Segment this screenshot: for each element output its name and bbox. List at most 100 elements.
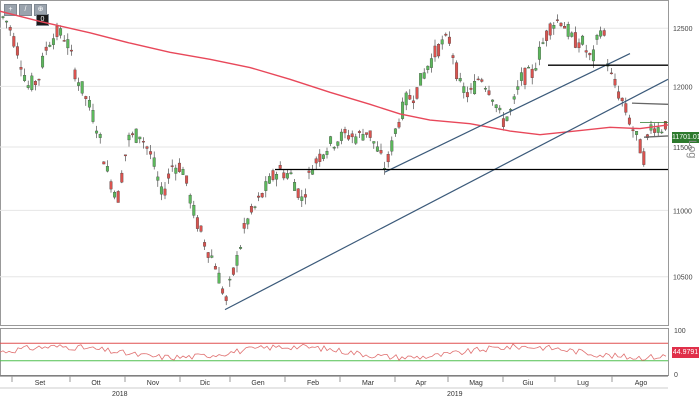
candle-down [588, 53, 592, 56]
candle-down [163, 188, 167, 196]
rsi-tick-label: 0 [674, 372, 678, 379]
candle-down [69, 49, 73, 52]
candle-down [271, 170, 275, 180]
rsi-panel-frame [0, 328, 669, 376]
candle-down [116, 191, 120, 203]
trend-from-mar-line [384, 52, 631, 173]
candle-down [167, 173, 171, 179]
candle-up [156, 176, 160, 181]
candle-down [177, 162, 181, 172]
candle-up [426, 65, 430, 70]
candle-down [73, 69, 77, 80]
candle-down [33, 81, 37, 86]
candle-up [534, 68, 538, 71]
month-label: Set [35, 380, 46, 387]
candle-down [379, 150, 383, 154]
pencil-icon[interactable]: / [19, 4, 32, 16]
candle-up [264, 181, 268, 191]
candle-down [350, 133, 354, 138]
month-label: Apr [416, 380, 428, 387]
candle-down [347, 135, 351, 140]
candle-up [354, 136, 358, 144]
y-tick-label: 10500 [673, 275, 693, 282]
candle-up [498, 107, 502, 111]
candle-up [174, 167, 178, 174]
candle-up [635, 131, 639, 135]
candle-down [451, 55, 455, 58]
month-label: Gen [251, 380, 264, 387]
candle-down [195, 217, 199, 229]
candle-up [246, 218, 250, 225]
candle-down [44, 46, 48, 51]
candle-down [109, 181, 113, 190]
candle-up [80, 81, 84, 94]
candle-up [329, 136, 333, 144]
candle-up [660, 131, 664, 134]
candle-up [519, 72, 523, 81]
candle-down [123, 154, 127, 157]
candle-up [491, 99, 495, 102]
candle-up [591, 49, 595, 62]
candle-up [595, 35, 599, 40]
candle-up [473, 81, 477, 95]
candle-up [210, 255, 214, 258]
candle-up [181, 169, 185, 175]
candle-down [584, 50, 588, 53]
candle-down [224, 296, 228, 301]
month-label: Giu [523, 380, 534, 387]
candle-up [98, 134, 102, 138]
candle-down [627, 117, 631, 125]
month-label: Lug [577, 380, 589, 387]
candle-up [267, 176, 271, 184]
candle-up [422, 72, 426, 79]
candle-up [30, 75, 34, 90]
candle-down [545, 30, 549, 41]
candle-down [120, 172, 124, 183]
candle-up [372, 141, 376, 144]
rsi-tick-label: 100 [674, 328, 686, 335]
candle-down [213, 266, 217, 270]
candle-up [48, 44, 52, 47]
candle-down [530, 68, 534, 78]
candle-down [314, 158, 318, 164]
candle-up [138, 136, 142, 140]
candle-down [231, 267, 235, 275]
candle-down [447, 36, 451, 44]
y-tick-label: 12000 [673, 84, 693, 91]
month-label: Ago [635, 380, 648, 387]
candle-up [113, 191, 117, 198]
candle-up [51, 38, 55, 45]
candle-up [159, 186, 163, 195]
candle-down [602, 30, 606, 36]
candle-up [26, 85, 30, 88]
candle-down [19, 67, 23, 70]
candle-up [339, 131, 343, 141]
y-tick-label: 11500 [673, 145, 692, 152]
candle-up [494, 104, 498, 109]
candle-up [5, 20, 9, 23]
log-scale-label[interactable]: Log [686, 140, 698, 159]
candle-down [199, 225, 203, 232]
candle-up [91, 110, 95, 122]
candle-up [23, 75, 27, 81]
candle-down [444, 33, 448, 36]
candle-up [566, 24, 570, 37]
candle-down [548, 23, 552, 36]
candle-up [505, 116, 509, 121]
candle-down [318, 153, 322, 162]
candle-down [523, 67, 527, 85]
candle-down [141, 140, 145, 143]
candle-up [325, 151, 329, 155]
trend-from-dec-line [224, 78, 669, 311]
candle-up [527, 66, 531, 69]
candle-up [656, 127, 660, 133]
candle-up [66, 39, 70, 49]
y-tick-label: 11000 [673, 208, 692, 215]
candle-down [653, 128, 657, 133]
candle-up [419, 73, 423, 86]
month-label: Mar [362, 380, 375, 387]
candle-down [577, 42, 581, 49]
candle-down [37, 78, 41, 81]
main-panel-frame [0, 0, 669, 326]
